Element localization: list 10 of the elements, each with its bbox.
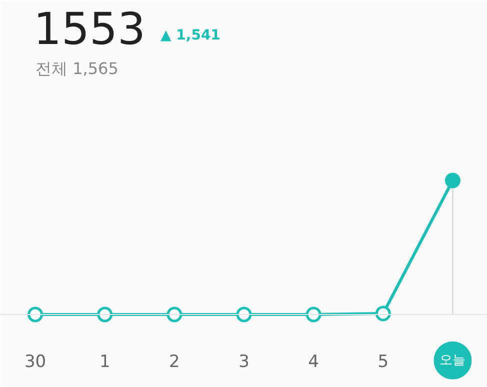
x-tick-label: 2 <box>169 352 180 372</box>
x-tick-label: 1 <box>99 352 110 372</box>
x-tick-label: 30 <box>24 352 46 372</box>
text: ▲ 1,541 <box>160 28 220 44</box>
chart-title: 1553 <box>34 4 146 55</box>
x-tick-label: 5 <box>378 352 389 372</box>
x-tick-label: 3 <box>238 352 250 372</box>
chart-subtitle: 전체 1,565 <box>36 59 118 78</box>
x-tick-label: 오늘 <box>440 352 466 368</box>
x-tick-label: 4 <box>308 352 319 372</box>
